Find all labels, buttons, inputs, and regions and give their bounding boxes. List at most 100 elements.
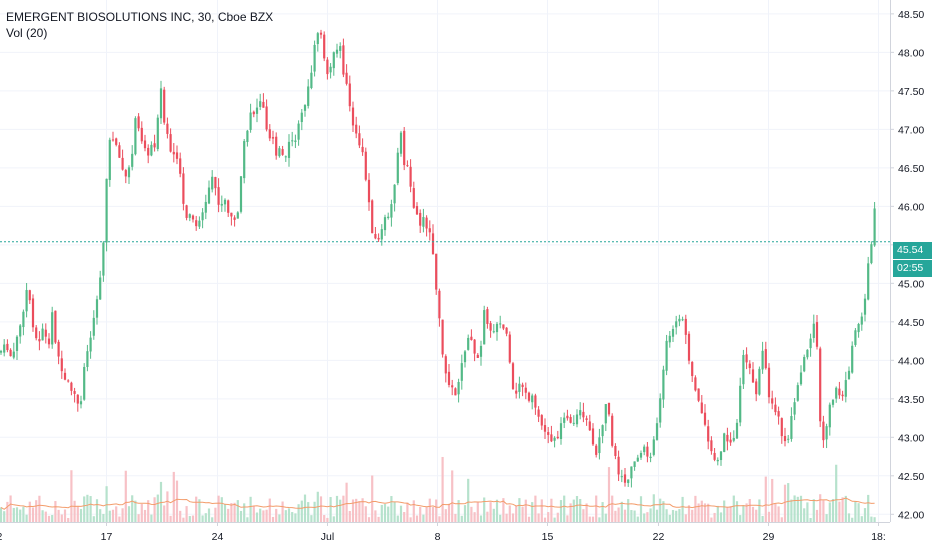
volume-bar bbox=[710, 517, 713, 522]
volume-bar bbox=[211, 517, 214, 522]
candle-body bbox=[671, 329, 675, 337]
candle-body bbox=[271, 137, 275, 139]
volume-bar bbox=[806, 502, 809, 522]
volume-bar bbox=[332, 516, 335, 522]
volume-bar bbox=[342, 495, 345, 522]
price-tick-label: 42.00 bbox=[898, 509, 924, 521]
candle-body bbox=[92, 317, 95, 336]
volume-bar bbox=[675, 510, 678, 522]
volume-bar bbox=[175, 480, 179, 522]
volume-bar bbox=[607, 467, 611, 522]
candle-body bbox=[569, 417, 572, 423]
volume-bar bbox=[793, 495, 796, 522]
candle-body bbox=[28, 290, 31, 301]
volume-bar bbox=[323, 515, 326, 522]
volume-bar bbox=[431, 506, 435, 522]
volume-bar bbox=[422, 514, 425, 522]
volume-bar bbox=[335, 495, 339, 522]
candle-body bbox=[115, 138, 118, 145]
candle-body bbox=[620, 476, 623, 478]
volume-bar bbox=[729, 506, 732, 522]
volume-bar bbox=[867, 494, 870, 522]
candle-body bbox=[214, 176, 217, 189]
time-axis[interactable]: 12 17 24 Jul 8 15 22 29 18: bbox=[0, 522, 886, 543]
volume-bar bbox=[559, 500, 563, 522]
candle-body bbox=[57, 341, 60, 357]
candle-body bbox=[646, 446, 649, 457]
candle-body bbox=[159, 88, 163, 119]
candle-body bbox=[799, 372, 803, 385]
candle-body bbox=[707, 426, 710, 442]
candle-body bbox=[687, 333, 691, 361]
candle-body bbox=[847, 370, 851, 380]
volume-bar bbox=[383, 503, 387, 522]
candle-body bbox=[335, 49, 339, 54]
volume-bar bbox=[291, 512, 294, 522]
candle-body bbox=[307, 86, 310, 106]
volume-bar bbox=[166, 491, 169, 522]
volume-bar bbox=[633, 510, 636, 522]
candle-body bbox=[444, 356, 447, 374]
candle-body bbox=[559, 423, 563, 440]
candle-body bbox=[374, 233, 377, 239]
candle-body bbox=[76, 394, 79, 404]
candle-body bbox=[451, 385, 454, 388]
price-axis[interactable]: 42.0042.5043.0043.5044.0044.5045.0045.50… bbox=[890, 9, 924, 521]
candle-body bbox=[108, 139, 111, 181]
candle-body bbox=[748, 363, 751, 369]
volume-bar bbox=[630, 510, 633, 522]
candle-body bbox=[537, 409, 540, 417]
candle-body bbox=[857, 324, 860, 333]
volume-bar bbox=[89, 496, 92, 522]
volume-bar bbox=[863, 508, 867, 522]
volume-bar bbox=[847, 513, 851, 522]
candle-body bbox=[793, 402, 796, 415]
candle-body bbox=[412, 188, 415, 208]
candle-body bbox=[579, 410, 582, 416]
candle-body bbox=[713, 452, 716, 460]
volume-bar bbox=[281, 501, 284, 522]
volume-bars bbox=[0, 456, 876, 522]
candle-body bbox=[838, 388, 841, 396]
volume-bar bbox=[585, 503, 588, 522]
price-tick-label: 43.00 bbox=[898, 432, 924, 444]
candle-body bbox=[262, 101, 265, 108]
candle-body bbox=[470, 336, 473, 341]
volume-bar bbox=[246, 517, 249, 522]
volume-bar bbox=[457, 500, 460, 522]
volume-bar bbox=[127, 506, 131, 522]
volume-bar bbox=[22, 506, 25, 522]
candle-body bbox=[179, 158, 182, 174]
price-tick-label: 48.50 bbox=[898, 9, 924, 21]
candle-body bbox=[617, 456, 620, 475]
candle-body bbox=[860, 316, 863, 325]
volume-bar bbox=[255, 512, 259, 522]
volume-bar bbox=[569, 503, 572, 522]
volume-bar bbox=[470, 506, 473, 522]
volume-bar bbox=[102, 513, 105, 522]
volume-bar bbox=[598, 517, 601, 522]
candle-body bbox=[447, 371, 451, 386]
candle-body bbox=[303, 105, 307, 111]
volume-bar bbox=[227, 508, 230, 522]
candle-body bbox=[867, 263, 870, 300]
symbol-title[interactable]: EMERGENT BIOSOLUTIONS INC, 30, Cboe BZX bbox=[6, 10, 274, 24]
candle-body bbox=[659, 398, 662, 423]
candle-body bbox=[479, 345, 483, 357]
volume-bar bbox=[25, 514, 28, 522]
candle-body bbox=[89, 337, 92, 352]
time-tick-label: 24 bbox=[212, 531, 224, 543]
volume-bar bbox=[601, 502, 604, 522]
volume-bar bbox=[799, 495, 803, 522]
candle-body bbox=[815, 322, 819, 347]
volume-bar bbox=[860, 516, 863, 522]
candle-body bbox=[99, 277, 102, 300]
candle-body bbox=[281, 149, 284, 155]
volume-bar bbox=[79, 508, 83, 522]
volume-bar bbox=[303, 494, 307, 522]
volume-bar bbox=[425, 506, 428, 522]
candle-body bbox=[543, 425, 547, 432]
volume-indicator-label[interactable]: Vol (20) bbox=[6, 26, 48, 40]
